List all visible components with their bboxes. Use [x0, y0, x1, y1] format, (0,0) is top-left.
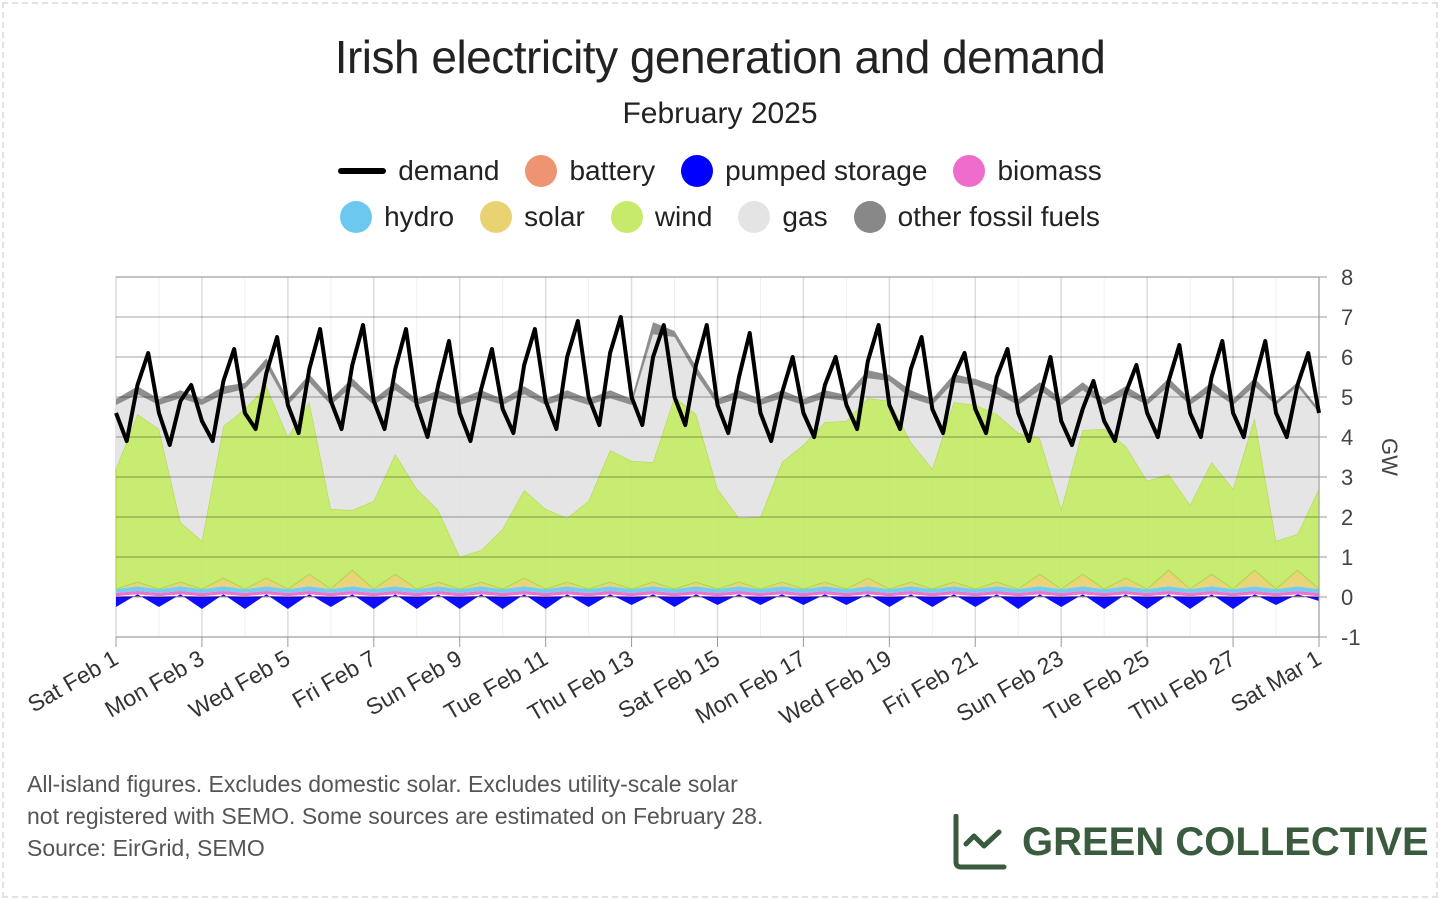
logo-text: GREEN COLLECTIVE	[1022, 819, 1429, 864]
demand-line	[114, 315, 1321, 447]
legend-row-1: demand battery pumped storage biomass	[0, 155, 1440, 187]
legend-item-demand[interactable]: demand	[338, 155, 499, 187]
legend-item-hydro[interactable]: hydro	[340, 201, 454, 233]
y-tick-label: 4	[1341, 425, 1353, 450]
area-solar	[116, 570, 1319, 589]
y-tick-label: 2	[1341, 505, 1353, 530]
footnote-line: All-island figures. Excludes domestic so…	[27, 771, 738, 797]
footnote: All-island figures. Excludes domestic so…	[27, 768, 763, 864]
y-tick-label: 3	[1341, 465, 1353, 490]
legend-item-wind[interactable]: wind	[610, 201, 713, 233]
y-axis-label: GW	[1377, 438, 1402, 476]
legend-swatch	[610, 201, 643, 233]
legend-label: biomass	[997, 155, 1102, 186]
legend-swatch	[338, 168, 387, 174]
y-tick-label: 0	[1341, 585, 1353, 610]
y-tick-label: 6	[1341, 345, 1353, 370]
legend-swatch	[340, 201, 373, 233]
x-tick-label: Sat Mar 1	[1226, 645, 1325, 717]
area-hydro	[116, 586, 1319, 593]
legend-item-pumped-storage[interactable]: pumped storage	[681, 155, 927, 187]
legend-item-battery[interactable]: battery	[525, 155, 655, 187]
legend-row-2: hydro solar wind gas other fossil fuels	[0, 201, 1440, 233]
green-collective-logo: GREEN COLLECTIVE	[952, 814, 1429, 870]
legend-label: hydro	[384, 201, 455, 232]
legend-item-gas[interactable]: gas	[738, 201, 828, 233]
legend-swatch	[681, 155, 714, 187]
y-tick-label: 8	[1341, 265, 1353, 290]
legend-label: wind	[654, 201, 713, 232]
area-gas	[116, 334, 1319, 557]
y-tick-label: 5	[1341, 385, 1353, 410]
legend-label: solar	[524, 201, 585, 232]
legend-label: demand	[398, 155, 500, 186]
y-tick-label: 1	[1341, 545, 1353, 570]
legend-item-biomass[interactable]: biomass	[953, 155, 1102, 187]
legend-swatch	[738, 201, 771, 233]
chart-title: Irish electricity generation and demand	[334, 31, 1106, 83]
legend-label: gas	[782, 201, 828, 232]
chart-subtitle: February 2025	[622, 97, 818, 130]
legend-item-other-fossil-fuels[interactable]: other fossil fuels	[853, 201, 1100, 233]
legend-label: other fossil fuels	[897, 201, 1100, 232]
y-tick-label: -1	[1341, 625, 1361, 650]
y-tick-label: 7	[1341, 305, 1353, 330]
footnote-line: not registered with SEMO. Some sources a…	[27, 803, 764, 829]
legend-label: battery	[569, 155, 656, 186]
footnote-line: Source: EirGrid, SEMO	[27, 835, 265, 861]
legend-swatch	[853, 201, 886, 233]
legend-item-solar[interactable]: solar	[480, 201, 585, 233]
legend-label: pumped storage	[725, 155, 928, 186]
area-battery	[116, 596, 1319, 597]
legend-swatch	[480, 201, 513, 233]
line-chart-icon	[953, 814, 1007, 870]
area-biomass	[116, 591, 1319, 597]
area-pumped-storage	[116, 594, 1319, 609]
legend-swatch	[525, 155, 558, 187]
legend-swatch	[953, 155, 986, 187]
